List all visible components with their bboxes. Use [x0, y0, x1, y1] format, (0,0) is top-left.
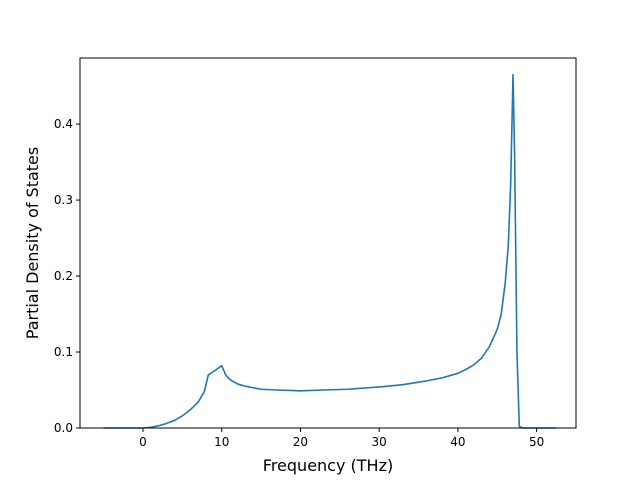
y-tick-label: 0.1 [54, 345, 73, 359]
x-tick-label: 40 [450, 435, 465, 449]
x-tick-label: 10 [214, 435, 229, 449]
y-axis-ticks: 0.0 0.1 0.2 0.3 0.4 [54, 117, 80, 435]
y-tick-label: 0.2 [54, 269, 73, 283]
x-tick-label: 0 [139, 435, 147, 449]
y-tick-label: 0.3 [54, 193, 73, 207]
plot-background [80, 58, 576, 428]
y-tick-label: 0.0 [54, 421, 73, 435]
x-axis-ticks: 0 10 20 30 40 50 [139, 428, 544, 449]
x-tick-label: 30 [372, 435, 387, 449]
y-axis-label: Partial Density of States [23, 147, 42, 339]
x-tick-label: 20 [293, 435, 308, 449]
plot-frame [79, 57, 577, 429]
series-line [103, 73, 557, 429]
x-tick-label: 50 [529, 435, 544, 449]
x-axis-label: Frequency (THz) [263, 456, 393, 475]
y-tick-label: 0.4 [54, 117, 73, 131]
